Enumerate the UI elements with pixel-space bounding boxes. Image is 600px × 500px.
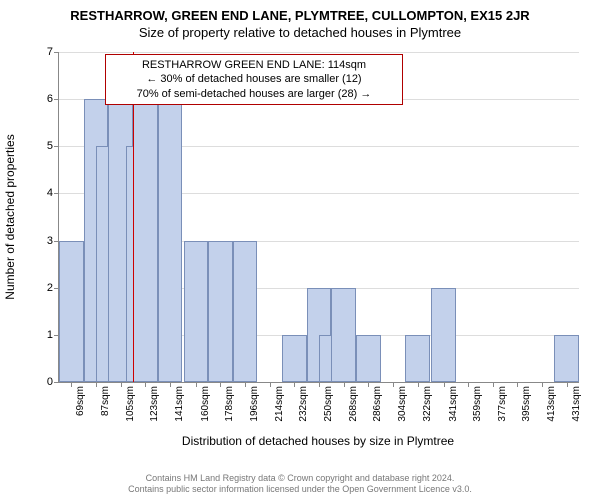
ytick-label: 5	[47, 140, 53, 152]
x-axis-label: Distribution of detached houses by size …	[58, 434, 578, 448]
xtick-label: 123sqm	[149, 386, 160, 422]
xtick-label: 214sqm	[274, 386, 285, 422]
ytick-label: 7	[47, 46, 53, 58]
ytick-label: 1	[47, 329, 53, 341]
gridline	[59, 52, 579, 53]
xtick-mark	[245, 382, 246, 387]
annotation-line2: ← 30% of detached houses are smaller (12…	[114, 72, 394, 86]
xtick-mark	[542, 382, 543, 387]
xtick-label: 87sqm	[100, 386, 111, 416]
xtick-label: 141sqm	[174, 386, 185, 422]
xtick-label: 431sqm	[571, 386, 582, 422]
xtick-mark	[319, 382, 320, 387]
xtick-label: 359sqm	[472, 386, 483, 422]
ytick-label: 0	[47, 376, 53, 388]
ytick-mark	[54, 52, 59, 53]
ytick-mark	[54, 382, 59, 383]
bar	[331, 288, 356, 382]
xtick-mark	[270, 382, 271, 387]
annotation-line1: RESTHARROW GREEN END LANE: 114sqm	[114, 58, 394, 72]
ytick-label: 4	[47, 187, 53, 199]
xtick-mark	[170, 382, 171, 387]
xtick-label: 268sqm	[348, 386, 359, 422]
bar	[233, 241, 258, 382]
xtick-label: 322sqm	[422, 386, 433, 422]
xtick-label: 395sqm	[521, 386, 532, 422]
bar	[133, 99, 158, 382]
footer-line2: Contains public sector information licen…	[0, 484, 600, 496]
ytick-mark	[54, 99, 59, 100]
xtick-label: 286sqm	[372, 386, 383, 422]
bar	[356, 335, 381, 382]
bar	[405, 335, 430, 382]
xtick-mark	[493, 382, 494, 387]
xtick-label: 232sqm	[298, 386, 309, 422]
footer-text: Contains HM Land Registry data © Crown c…	[0, 473, 600, 496]
xtick-mark	[344, 382, 345, 387]
annotation-box: RESTHARROW GREEN END LANE: 114sqm ← 30% …	[105, 54, 403, 105]
bar	[282, 335, 307, 382]
chart-container: RESTHARROW, GREEN END LANE, PLYMTREE, CU…	[0, 0, 600, 500]
bar	[184, 241, 209, 382]
xtick-mark	[393, 382, 394, 387]
ytick-mark	[54, 193, 59, 194]
ytick-mark	[54, 146, 59, 147]
xtick-label: 105sqm	[125, 386, 136, 422]
xtick-label: 304sqm	[397, 386, 408, 422]
xtick-mark	[567, 382, 568, 387]
xtick-mark	[145, 382, 146, 387]
footer-line1: Contains HM Land Registry data © Crown c…	[0, 473, 600, 485]
xtick-label: 69sqm	[75, 386, 86, 416]
bar	[158, 99, 183, 382]
xtick-label: 250sqm	[323, 386, 334, 422]
bar	[208, 241, 233, 382]
bar	[554, 335, 579, 382]
page-subtitle: Size of property relative to detached ho…	[0, 23, 600, 40]
xtick-mark	[294, 382, 295, 387]
xtick-label: 341sqm	[448, 386, 459, 422]
page-title: RESTHARROW, GREEN END LANE, PLYMTREE, CU…	[0, 0, 600, 23]
ytick-label: 2	[47, 282, 53, 294]
xtick-mark	[121, 382, 122, 387]
xtick-mark	[96, 382, 97, 387]
xtick-label: 377sqm	[497, 386, 508, 422]
xtick-mark	[517, 382, 518, 387]
y-axis-label: Number of detached properties	[3, 134, 17, 299]
xtick-mark	[418, 382, 419, 387]
xtick-mark	[468, 382, 469, 387]
bar	[431, 288, 456, 382]
bar	[59, 241, 84, 382]
xtick-label: 413sqm	[546, 386, 557, 422]
xtick-mark	[444, 382, 445, 387]
xtick-mark	[196, 382, 197, 387]
annotation-line3: 70% of semi-detached houses are larger (…	[114, 87, 394, 101]
xtick-label: 178sqm	[224, 386, 235, 422]
xtick-mark	[71, 382, 72, 387]
xtick-mark	[220, 382, 221, 387]
ytick-label: 3	[47, 235, 53, 247]
xtick-label: 196sqm	[249, 386, 260, 422]
xtick-mark	[368, 382, 369, 387]
xtick-label: 160sqm	[200, 386, 211, 422]
ytick-label: 6	[47, 93, 53, 105]
